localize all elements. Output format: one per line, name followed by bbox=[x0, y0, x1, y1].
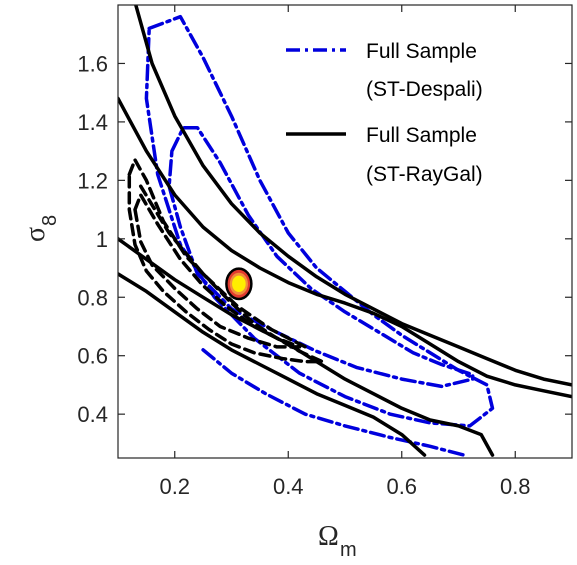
y-tick-label-3: 1 bbox=[96, 227, 108, 252]
contour-6 bbox=[118, 272, 427, 457]
x-tick-label-3: 0.8 bbox=[500, 474, 531, 499]
contour-3 bbox=[133, 5, 572, 387]
x-axis-label: Ω m bbox=[318, 521, 357, 561]
x-tick-label-0: 0.2 bbox=[159, 474, 190, 499]
legend-label-raygal-line1: Full Sample bbox=[366, 124, 477, 147]
x-tick-label-1: 0.4 bbox=[273, 474, 304, 499]
y-axis-label-subscript: 8 bbox=[39, 215, 61, 226]
y-axis-label: σ 8 bbox=[20, 215, 61, 242]
y-tick-label-0: 0.4 bbox=[77, 402, 108, 427]
contour-4 bbox=[118, 96, 572, 399]
y-axis-label-symbol: σ bbox=[20, 227, 51, 242]
best-fit-contour-2 bbox=[232, 275, 246, 292]
x-axis-label-symbol: Ω bbox=[318, 521, 339, 552]
legend: Full Sample (ST-Despali) Full Sample (ST… bbox=[286, 40, 483, 186]
contour-9 bbox=[138, 184, 308, 349]
legend-label-despali-line1: Full Sample bbox=[366, 40, 477, 63]
plot-frame bbox=[117, 4, 573, 459]
y-tick-label-4: 1.2 bbox=[77, 168, 108, 193]
contour-2 bbox=[201, 348, 466, 457]
plot-area bbox=[118, 5, 572, 458]
contour-1 bbox=[167, 125, 475, 389]
x-tick-label-2: 0.6 bbox=[386, 474, 417, 499]
contour-8 bbox=[133, 193, 302, 349]
y-tick-label-5: 1.4 bbox=[77, 110, 108, 135]
y-tick-label-6: 1.6 bbox=[77, 51, 108, 76]
x-axis-label-subscript: m bbox=[340, 539, 357, 561]
legend-label-raygal-line2: (ST-RayGal) bbox=[366, 163, 483, 186]
contour-0 bbox=[144, 14, 495, 428]
y-tick-label-2: 0.8 bbox=[77, 285, 108, 310]
y-tick-label-1: 0.6 bbox=[77, 344, 108, 369]
legend-label-despali-line2: (ST-Despali) bbox=[366, 78, 483, 101]
